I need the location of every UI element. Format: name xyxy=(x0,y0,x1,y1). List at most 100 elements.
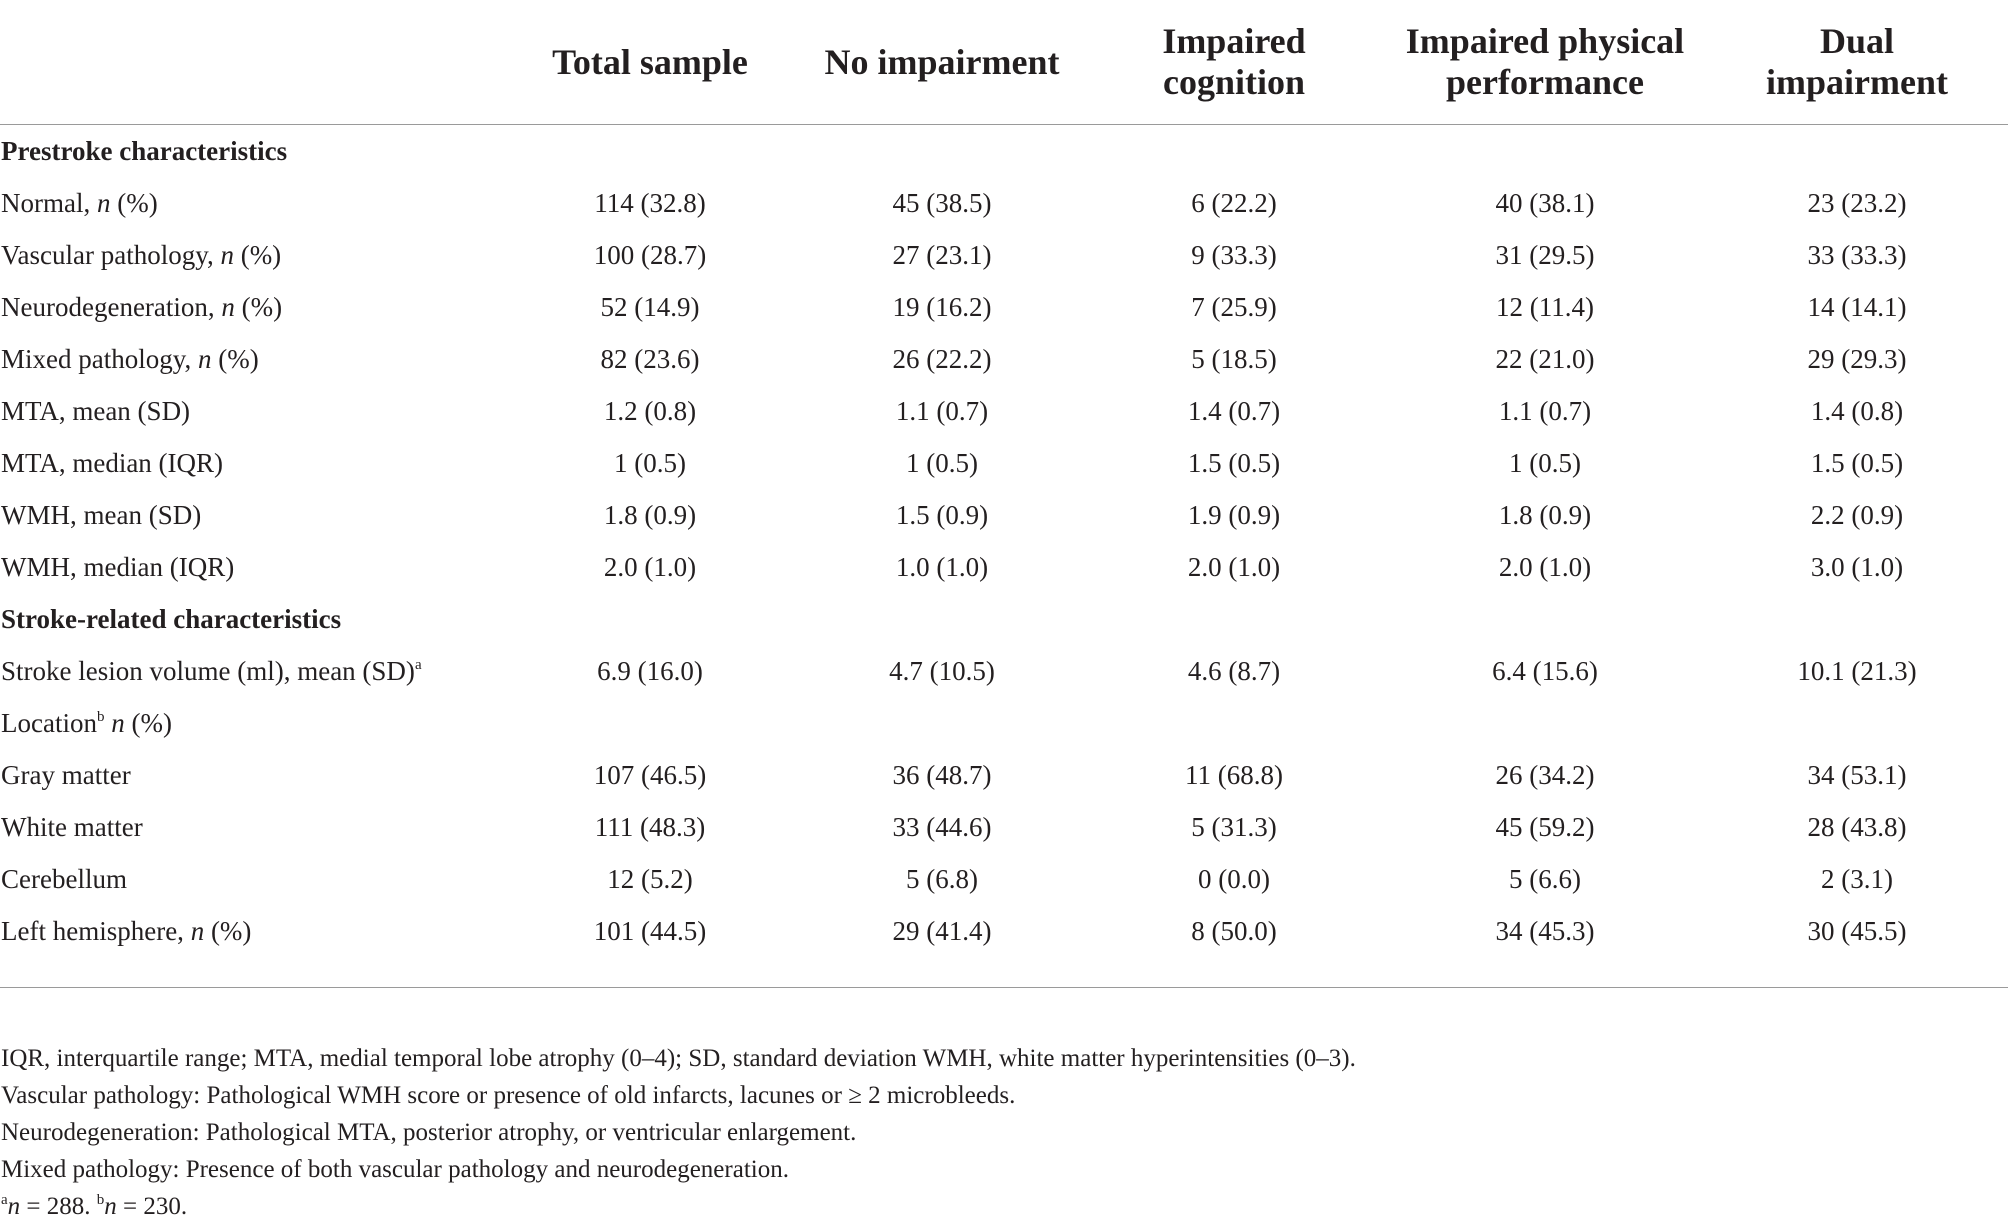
table-row: MTA, mean (SD) 1.2 (0.8) 1.1 (0.7) 1.4 (0.7… xyxy=(0,385,2008,437)
cell-no-impairment: 26 (22.2) xyxy=(892,343,992,374)
cell-no-impairment xyxy=(800,593,1084,645)
cell-no-impairment: 36 (48.7) xyxy=(892,759,992,790)
row-label-tail: (%) xyxy=(110,187,158,218)
cell-dual-impairment: 28 (43.8) xyxy=(1807,811,1907,842)
row-label: Vascular pathology, n (%) xyxy=(0,229,500,281)
table-row: White matter 111 (48.3) 33 (44.6) 5 (31.3) 4… xyxy=(0,801,2008,853)
table-body: Prestroke characteristics Normal, n (%) 11… xyxy=(0,125,2008,988)
cell-impaired-cognition: 11 (68.8) xyxy=(1185,759,1283,790)
row-label-text: Vascular pathology, xyxy=(1,239,221,270)
row-label-italic: n xyxy=(221,291,235,322)
row-label: Left hemisphere, n (%) xyxy=(0,905,500,957)
header-impaired-cognition-text: Impaired cognition xyxy=(1162,21,1306,102)
cell-dual-impairment: 1.5 (0.5) xyxy=(1810,447,1904,478)
row-label-italic: n xyxy=(197,343,212,374)
rule-cell xyxy=(1706,957,2008,988)
cell-no-impairment xyxy=(800,125,1084,178)
cell-no-impairment xyxy=(800,697,1084,749)
cell-impaired-physical: 5 (6.6) xyxy=(1509,863,1581,894)
row-label-tail: (%) xyxy=(211,343,259,374)
cell-dual-impairment xyxy=(1706,697,2008,749)
cell-total-sample: 107 (46.5) xyxy=(593,759,707,790)
footnote-a-n: n xyxy=(7,1193,21,1220)
cell-impaired-physical: 12 (11.4) xyxy=(1496,291,1594,322)
cell-dual-impairment: 3.0 (1.0) xyxy=(1810,551,1904,582)
section-row: Stroke-related characteristics xyxy=(0,593,2008,645)
cell-total-sample: 12 (5.2) xyxy=(607,863,693,894)
cell-dual-impairment: 10.1 (21.3) xyxy=(1797,655,1917,686)
cell-impaired-cognition: 1.4 (0.7) xyxy=(1187,395,1281,426)
header-dual-impairment-text: Dual impairment xyxy=(1766,21,1948,102)
cell-no-impairment: 1 (0.5) xyxy=(906,447,978,478)
cell-impaired-cognition xyxy=(1084,593,1384,645)
cell-no-impairment: 27 (23.1) xyxy=(892,239,992,270)
cell-total-sample: 1.8 (0.9) xyxy=(603,499,697,530)
table-header: Total sample No impairment Impaired cogn… xyxy=(0,0,2008,125)
cell-total-sample: 1.2 (0.8) xyxy=(603,395,697,426)
row-label-tail: (%) xyxy=(233,239,282,270)
cell-impaired-cognition: 1.9 (0.9) xyxy=(1187,499,1281,530)
cell-impaired-physical: 22 (21.0) xyxy=(1495,343,1595,374)
cell-impaired-cognition xyxy=(1084,697,1384,749)
table-row: Stroke lesion volume (ml), mean (SD)a 6.9… xyxy=(0,645,2008,697)
cell-dual-impairment xyxy=(1706,593,2008,645)
rule-cell xyxy=(1084,957,1384,988)
rule-cell xyxy=(500,957,800,988)
row-label: Locationb n (%) xyxy=(0,697,500,749)
cell-impaired-physical: 34 (45.3) xyxy=(1495,915,1595,946)
table-row: Mixed pathology, n (%) 82 (23.6) 26 (22.2)… xyxy=(0,333,2008,385)
section-heading: Prestroke characteristics xyxy=(0,125,500,178)
cell-total-sample: 111 (48.3) xyxy=(594,811,706,842)
footnote-a-text: = 288. xyxy=(20,1193,97,1220)
cell-dual-impairment: 30 (45.5) xyxy=(1807,915,1907,946)
cell-impaired-cognition xyxy=(1084,125,1384,178)
cell-impaired-cognition: 4.6 (8.7) xyxy=(1187,655,1281,686)
cell-total-sample: 2.0 (1.0) xyxy=(603,551,697,582)
table-row: Neurodegeneration, n (%) 52 (14.9) 19 (16.… xyxy=(0,281,2008,333)
cell-impaired-physical: 2.0 (1.0) xyxy=(1498,551,1592,582)
section-row: Prestroke characteristics xyxy=(0,125,2008,178)
cell-impaired-cognition: 8 (50.0) xyxy=(1191,915,1277,946)
cell-dual-impairment: 34 (53.1) xyxy=(1807,759,1907,790)
row-label-text: Normal, xyxy=(1,187,97,218)
row-label: MTA, median (IQR) xyxy=(0,437,500,489)
cell-total-sample xyxy=(500,697,800,749)
table-row: Normal, n (%) 114 (32.8) 45 (38.5) 6 (22.2)… xyxy=(0,177,2008,229)
row-label-text: Left hemisphere, xyxy=(1,915,191,946)
footnote-b-n: n xyxy=(104,1193,117,1220)
cell-dual-impairment: 2.2 (0.9) xyxy=(1810,499,1904,530)
cell-dual-impairment: 33 (33.3) xyxy=(1807,239,1907,270)
table-row: Cerebellum 12 (5.2) 5 (6.8) 0 (0.0) 5 (6.6) 2… xyxy=(0,853,2008,905)
row-label: Stroke lesion volume (ml), mean (SD)a xyxy=(0,645,500,697)
cell-impaired-cognition: 1.5 (0.5) xyxy=(1187,447,1281,478)
footnote-mixed-pathology: Mixed pathology: Presence of both vascul… xyxy=(1,1156,789,1183)
row-label: Mixed pathology, n (%) xyxy=(0,333,500,385)
cell-impaired-cognition: 6 (22.2) xyxy=(1191,187,1277,218)
table-bottom-rule xyxy=(0,957,2008,988)
row-label-superscript: b xyxy=(96,708,105,725)
cell-impaired-physical: 1.8 (0.9) xyxy=(1498,499,1592,530)
cell-impaired-physical xyxy=(1384,593,1706,645)
footnote-b-marker: b xyxy=(96,1192,105,1208)
cell-no-impairment: 4.7 (10.5) xyxy=(889,655,995,686)
cell-total-sample xyxy=(500,125,800,178)
row-label-text: Location xyxy=(1,707,97,738)
cell-impaired-cognition: 2.0 (1.0) xyxy=(1187,551,1281,582)
rule-cell xyxy=(800,957,1084,988)
cell-no-impairment: 29 (41.4) xyxy=(892,915,992,946)
table-row: WMH, median (IQR) 2.0 (1.0) 1.0 (1.0) 2.0 (… xyxy=(0,541,2008,593)
cell-total-sample: 82 (23.6) xyxy=(600,343,700,374)
row-label: Gray matter xyxy=(0,749,500,801)
footnote-b-text: = 230. xyxy=(116,1193,188,1220)
results-table-container: Total sample No impairment Impaired cogn… xyxy=(0,0,2008,988)
cell-no-impairment: 1.0 (1.0) xyxy=(895,551,989,582)
cell-impaired-physical: 1 (0.5) xyxy=(1509,447,1581,478)
row-label: MTA, mean (SD) xyxy=(0,385,500,437)
cell-impaired-physical xyxy=(1384,697,1706,749)
header-impaired-physical-text: Impaired physical performance xyxy=(1405,21,1685,102)
header-total-sample: Total sample xyxy=(500,0,800,125)
cell-impaired-cognition: 0 (0.0) xyxy=(1198,863,1270,894)
table-row: MTA, median (IQR) 1 (0.5) 1 (0.5) 1.5 (0.5)… xyxy=(0,437,2008,489)
row-label-text: White matter xyxy=(1,811,143,842)
row-label-text: WMH, mean (SD) xyxy=(1,499,202,530)
